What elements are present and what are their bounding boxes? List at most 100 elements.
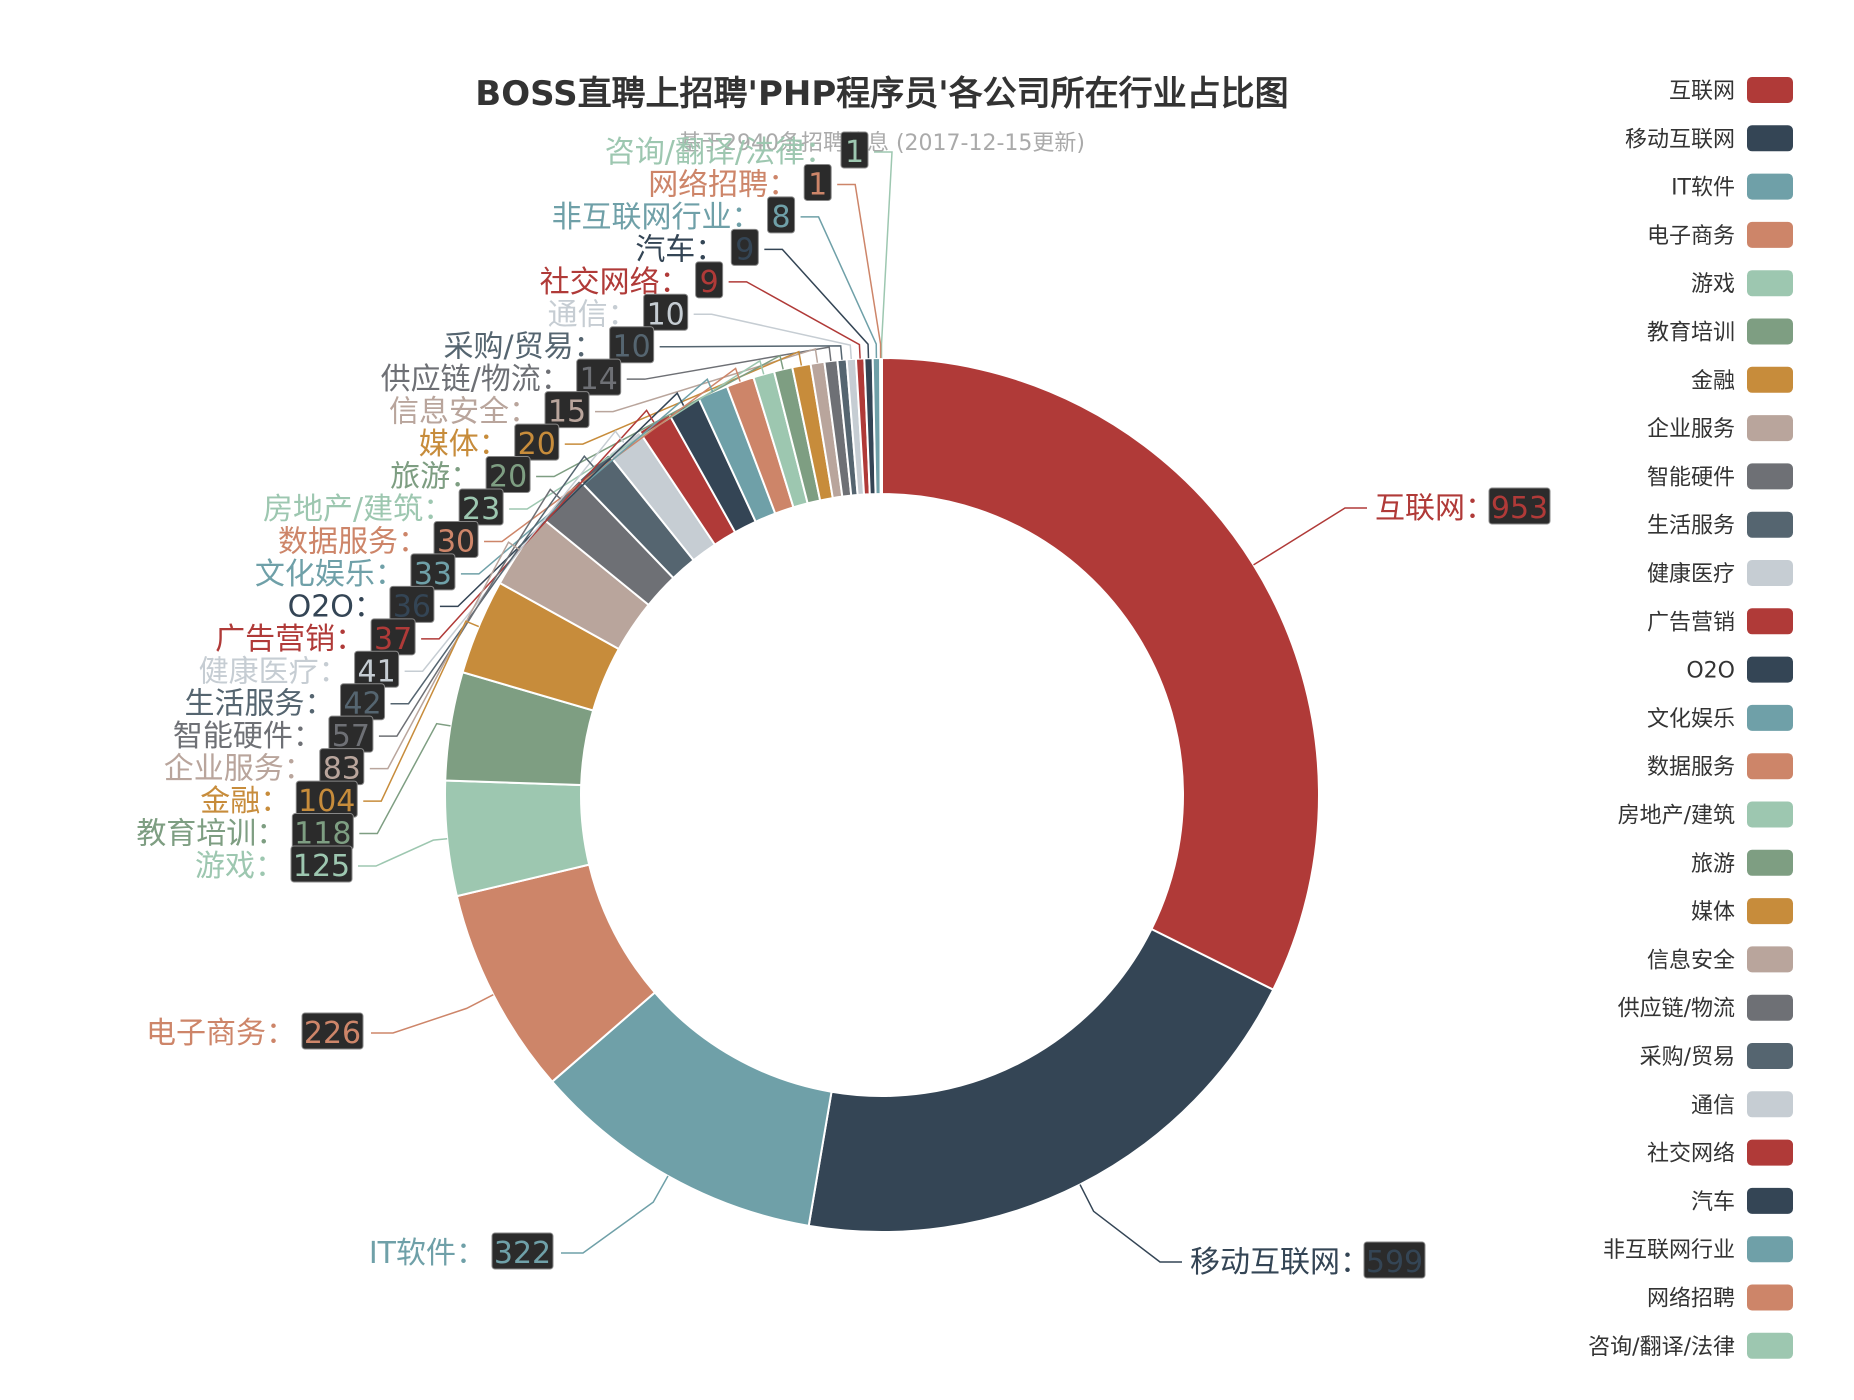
leader-line-15 <box>509 359 765 510</box>
donut-slice-0[interactable] <box>881 356 1320 992</box>
legend-item-17[interactable]: 媒体 <box>1691 898 1793 925</box>
legend-label-9: 生活服务 <box>1647 514 1735 539</box>
leader-line-13 <box>460 377 714 575</box>
legend-item-15[interactable]: 房地产/建筑 <box>1618 801 1793 829</box>
legend-swatch-3 <box>1747 221 1793 248</box>
legend-item-11[interactable]: 广告营销 <box>1647 608 1793 635</box>
leader-line-12 <box>439 391 685 608</box>
slice-name-label-24: 非互联网行业： <box>552 200 762 235</box>
slice-value-box-16 <box>485 456 531 494</box>
legend-swatch-4 <box>1747 270 1793 297</box>
slice-name-label-19: 供应链/物流： <box>381 362 571 397</box>
legend-label-21: 通信 <box>1691 1093 1735 1118</box>
legend-swatch-17 <box>1747 898 1793 925</box>
legend-item-1[interactable]: 移动互联网 <box>1625 125 1793 152</box>
legend-swatch-5 <box>1747 318 1793 345</box>
legend-item-24[interactable]: 非互联网行业 <box>1603 1236 1793 1263</box>
leader-line-19 <box>626 346 832 380</box>
legend-item-19[interactable]: 供应链/物流 <box>1618 994 1793 1022</box>
legend-item-14[interactable]: 数据服务 <box>1647 753 1793 780</box>
leader-line-8 <box>378 488 562 737</box>
legend-item-26[interactable]: 咨询/翻译/法律 <box>1588 1332 1793 1360</box>
legend-swatch-25 <box>1747 1284 1793 1311</box>
slice-value-box-14 <box>433 520 479 558</box>
slice-name-label-6: 金融： <box>200 784 290 819</box>
slice-name-label-14: 数据服务： <box>278 524 428 559</box>
legend-item-12[interactable]: O2O <box>1686 656 1793 684</box>
legend-item-22[interactable]: 社交网络 <box>1647 1139 1793 1167</box>
slice-value-box-2 <box>491 1232 554 1270</box>
legend-swatch-18 <box>1747 946 1793 973</box>
slice-value-label-0: 953 <box>1491 491 1548 526</box>
legend-label-11: 广告营销 <box>1647 610 1735 635</box>
slice-value-box-26 <box>840 131 869 169</box>
leader-line-11 <box>421 409 655 640</box>
legend-label-22: 社交网络 <box>1647 1142 1735 1167</box>
legend-item-4[interactable]: 游戏 <box>1691 270 1793 297</box>
legend-label-20: 采购/贸易 <box>1640 1045 1735 1070</box>
legend-item-7[interactable]: 企业服务 <box>1647 415 1793 442</box>
slice-name-label-10: 健康医疗： <box>199 654 349 689</box>
legend-item-23[interactable]: 汽车 <box>1691 1187 1793 1215</box>
legend-item-18[interactable]: 信息安全 <box>1647 946 1793 973</box>
legend-item-9[interactable]: 生活服务 <box>1647 511 1793 539</box>
legend-item-21[interactable]: 通信 <box>1691 1091 1793 1118</box>
slice-value-box-15 <box>458 488 504 526</box>
slice-name-label-4: 游戏： <box>195 849 285 884</box>
legend-label-26: 咨询/翻译/法律 <box>1588 1335 1735 1360</box>
slice-name-label-20: 采购/贸易： <box>444 330 604 365</box>
legend-swatch-20 <box>1747 1043 1793 1069</box>
slice-name-label-0: 互联网： <box>1375 491 1495 526</box>
slice-value-label-21: 10 <box>647 297 685 332</box>
legend-swatch-6 <box>1747 366 1793 393</box>
donut-slice-1[interactable] <box>807 927 1275 1233</box>
leader-line-9 <box>390 454 595 705</box>
leader-line-16 <box>536 354 784 478</box>
slice-value-label-26: 1 <box>845 135 864 170</box>
leader-line-7 <box>369 541 521 770</box>
legend-item-5[interactable]: 教育培训 <box>1647 318 1793 346</box>
legend-item-0[interactable]: 互联网 <box>1669 77 1793 104</box>
slice-value-box-3 <box>301 1012 364 1050</box>
legend-item-8[interactable]: 智能硬件 <box>1647 463 1793 490</box>
legend-item-10[interactable]: 健康医疗 <box>1647 560 1793 587</box>
donut-slice-26[interactable] <box>880 356 883 496</box>
slice-value-box-24 <box>767 196 796 234</box>
legend-label-13: 文化娱乐 <box>1647 707 1735 732</box>
slice-value-label-4: 125 <box>293 849 350 884</box>
legend-label-6: 金融 <box>1691 369 1735 394</box>
legend-label-18: 信息安全 <box>1647 948 1735 973</box>
legend-item-2[interactable]: IT软件 <box>1671 173 1793 201</box>
legend-item-3[interactable]: 电子商务 <box>1647 221 1793 249</box>
slice-value-box-21 <box>643 293 689 331</box>
leader-line-22 <box>728 281 861 359</box>
legend-swatch-7 <box>1747 415 1793 442</box>
legend-swatch-1 <box>1747 125 1793 152</box>
slice-value-box-25 <box>803 163 832 201</box>
legend-swatch-8 <box>1747 463 1793 490</box>
legend-label-12: O2O <box>1686 659 1735 684</box>
legend-swatch-14 <box>1747 753 1793 780</box>
chart-title: BOSS直聘上招聘'PHP程序员'各公司所在行业占比图 <box>475 74 1288 114</box>
legend-label-24: 非互联网行业 <box>1603 1238 1735 1263</box>
legend-item-6[interactable]: 金融 <box>1691 366 1793 394</box>
slice-name-label-11: 广告营销： <box>215 622 365 657</box>
legend-swatch-15 <box>1747 801 1793 828</box>
legend-swatch-21 <box>1747 1091 1793 1118</box>
slice-name-label-15: 房地产/建筑： <box>263 492 453 527</box>
legend-item-13[interactable]: 文化娱乐 <box>1647 704 1793 732</box>
legend-label-19: 供应链/物流 <box>1618 997 1735 1022</box>
slice-name-label-5: 教育培训： <box>136 817 286 852</box>
legend-item-25[interactable]: 网络招聘 <box>1647 1284 1793 1312</box>
slice-name-label-3: 电子商务： <box>146 1016 296 1051</box>
leader-line-24 <box>800 216 878 359</box>
leader-line-17 <box>564 350 803 445</box>
legend-swatch-23 <box>1747 1187 1793 1214</box>
legend-item-16[interactable]: 旅游 <box>1691 849 1793 877</box>
legend-label-4: 游戏 <box>1691 272 1735 297</box>
slice-value-label-2: 322 <box>494 1236 551 1271</box>
slice-name-label-13: 文化娱乐： <box>255 557 405 592</box>
slice-value-box-23 <box>730 228 759 266</box>
legend-swatch-16 <box>1747 849 1793 876</box>
legend-item-20[interactable]: 采购/贸易 <box>1640 1043 1793 1070</box>
